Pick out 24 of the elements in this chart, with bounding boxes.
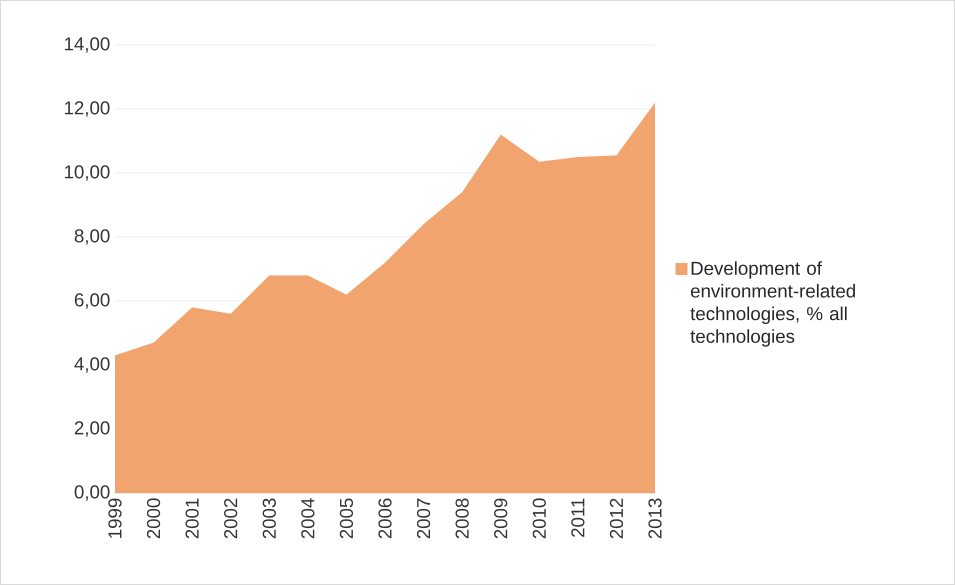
x-tick-label: 2000	[146, 498, 160, 538]
x-tick-label: 2009	[494, 498, 508, 538]
x-tick-label: 2010	[532, 498, 546, 538]
x-tick-label: 2005	[340, 498, 354, 538]
y-tick-label: 10,00	[64, 165, 110, 181]
legend-label: Development of environment-related technologies, % all technologies	[690, 261, 855, 347]
x-tick-label: 2007	[416, 498, 430, 538]
x-tick-label: 2002	[224, 498, 238, 538]
x-tick-label: 2004	[301, 498, 314, 538]
y-tick-label: 4,00	[74, 357, 110, 373]
y-tick-label: 8,00	[74, 229, 110, 245]
x-tick-label: 2006	[378, 498, 392, 538]
x-tick-label: 1999	[108, 498, 122, 538]
x-tick-label: 2008	[456, 498, 469, 538]
x-tick-label: 2013	[648, 498, 662, 538]
x-tick-label: 2001	[186, 498, 199, 538]
x-tick-label: 2003	[262, 498, 276, 538]
y-tick-label: 14,00	[64, 37, 110, 53]
y-tick-label: 0,00	[74, 485, 110, 501]
x-tick-label: 2011	[571, 498, 584, 537]
y-tick-label: 12,00	[64, 101, 110, 117]
y-tick-label: 6,00	[74, 293, 110, 309]
x-tick-label: 2012	[610, 498, 624, 538]
y-tick-label: 2,00	[74, 421, 110, 437]
